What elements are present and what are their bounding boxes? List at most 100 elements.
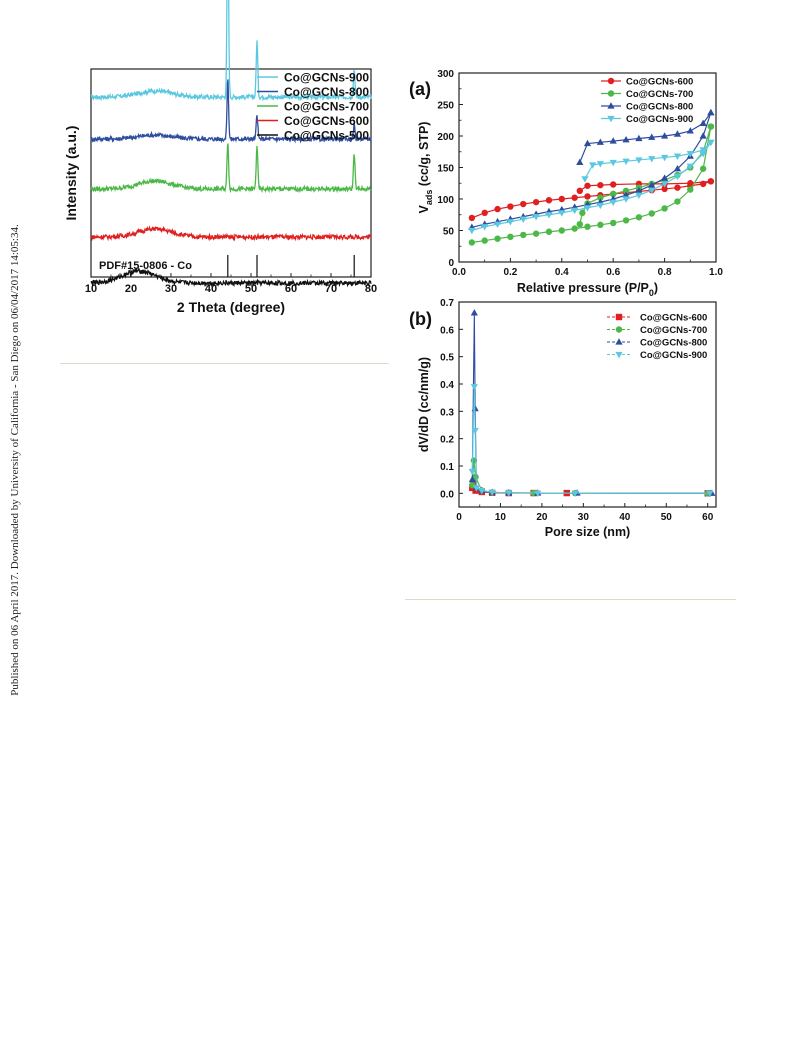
data-point xyxy=(635,192,643,200)
data-point xyxy=(470,309,478,316)
legend-marker xyxy=(607,102,615,109)
x-tick-label: 70 xyxy=(325,283,337,295)
panel-label: (a) xyxy=(409,79,431,99)
x-tick-label: 0.2 xyxy=(503,267,517,278)
legend-marker xyxy=(607,77,615,85)
data-point xyxy=(686,163,694,171)
x-tick-label: 50 xyxy=(661,512,673,523)
legend-marker xyxy=(615,338,623,345)
x-tick-label: 40 xyxy=(205,283,217,295)
data-point xyxy=(610,219,617,227)
x-tick-label: 20 xyxy=(125,283,137,295)
series-co-gcns-600 xyxy=(469,479,711,497)
y-tick-label: 50 xyxy=(443,227,455,238)
data-point xyxy=(597,221,604,229)
data-point xyxy=(596,161,604,168)
legend-label: Co@GCNs-600 xyxy=(626,77,693,88)
data-point xyxy=(661,181,669,188)
data-point xyxy=(468,214,476,222)
data-point xyxy=(622,135,630,143)
data-point xyxy=(520,200,527,208)
data-point xyxy=(468,468,476,476)
data-point xyxy=(648,210,655,217)
data-point xyxy=(505,490,513,497)
data-point xyxy=(471,427,479,435)
data-point xyxy=(571,207,579,215)
data-point xyxy=(532,230,540,237)
legend-label: Co@GCNs-700 xyxy=(640,325,707,336)
data-point xyxy=(635,187,643,194)
y-tick-label: 250 xyxy=(437,101,454,112)
x-axis-label: Pore size (nm) xyxy=(545,525,630,539)
data-point xyxy=(686,151,694,158)
data-point xyxy=(519,216,527,223)
data-point xyxy=(661,154,669,162)
series-co-gcns-600 xyxy=(468,178,715,222)
legend-label: Co@GCNs-900 xyxy=(284,71,369,85)
series-co-gcns-700 xyxy=(469,457,711,497)
data-point xyxy=(558,210,566,217)
series-line-co-gcns-600 xyxy=(90,225,372,242)
x-tick-label: 50 xyxy=(245,283,257,295)
y-tick-label: 0.0 xyxy=(440,489,454,500)
series-line xyxy=(471,460,708,494)
data-point xyxy=(622,217,630,224)
legend-label: Co@GCNs-800 xyxy=(640,338,707,349)
y-tick-label: 200 xyxy=(437,132,454,143)
data-point xyxy=(597,194,604,201)
divider-left xyxy=(60,363,389,364)
data-point xyxy=(622,187,630,195)
data-point xyxy=(579,209,586,217)
data-point xyxy=(481,224,489,231)
legend-marker xyxy=(607,115,615,123)
data-point xyxy=(609,199,617,206)
data-point xyxy=(707,139,715,147)
data-point xyxy=(687,180,694,187)
data-point xyxy=(686,127,694,134)
data-point xyxy=(648,181,656,188)
data-point xyxy=(506,219,514,226)
x-axis-label: Relative pressure (P/P0) xyxy=(517,281,658,298)
x-tick-label: 10 xyxy=(495,512,507,523)
x-tick-label: 40 xyxy=(619,512,631,523)
data-point xyxy=(493,221,502,228)
data-point xyxy=(622,196,630,203)
data-point xyxy=(622,191,630,198)
data-point xyxy=(597,181,604,189)
data-point xyxy=(635,157,643,164)
legend-label: Co@GCNs-800 xyxy=(284,85,369,99)
data-point xyxy=(661,205,668,212)
data-point xyxy=(699,132,707,139)
data-point xyxy=(609,159,617,167)
x-tick-label: 30 xyxy=(578,512,590,523)
data-point xyxy=(468,239,476,246)
legend-label: Co@GCNs-800 xyxy=(626,102,693,113)
data-point xyxy=(699,151,707,158)
series-line-co-gcns-500 xyxy=(90,267,372,288)
data-point xyxy=(673,164,682,172)
y-tick-label: 0 xyxy=(448,258,454,269)
legend-label: Co@GCNs-700 xyxy=(626,89,693,100)
data-point xyxy=(472,485,481,492)
y-tick-label: 0.2 xyxy=(440,435,454,446)
legend-label: Co@GCNs-900 xyxy=(626,114,693,125)
legend-label: Co@GCNs-600 xyxy=(284,114,369,128)
data-point xyxy=(661,174,669,181)
legend-label: Co@GCNs-900 xyxy=(640,350,707,361)
data-point xyxy=(576,187,583,195)
data-point xyxy=(674,198,681,205)
data-point xyxy=(673,153,682,160)
data-point xyxy=(571,225,578,232)
data-point xyxy=(584,223,591,230)
data-point xyxy=(699,147,707,154)
series-line-co-gcns-800 xyxy=(90,79,372,144)
data-point xyxy=(674,184,681,191)
data-point xyxy=(545,228,553,235)
data-point xyxy=(532,198,540,206)
series-line-co-gcns-700 xyxy=(90,143,372,194)
y-tick-label: 0.5 xyxy=(440,353,454,364)
data-point xyxy=(558,227,565,234)
data-point xyxy=(706,490,714,498)
panel-label: (b) xyxy=(409,309,432,329)
data-point xyxy=(596,202,604,210)
